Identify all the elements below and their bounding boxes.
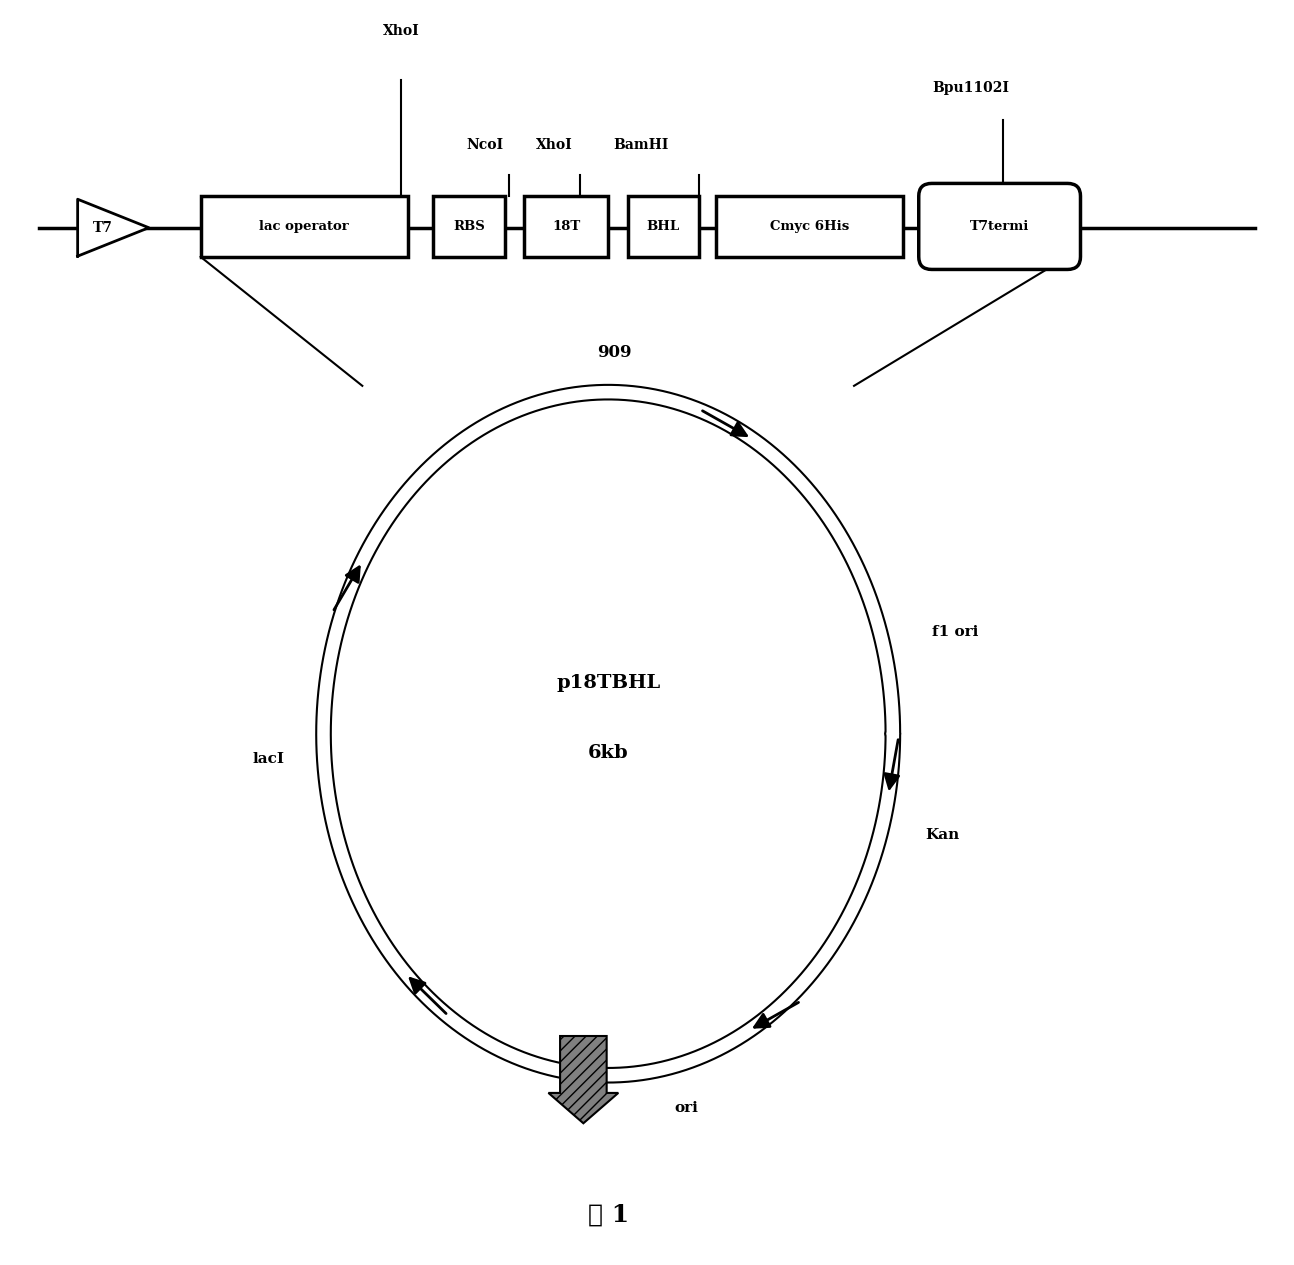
Bar [628, 196, 699, 257]
FancyArrow shape [549, 1036, 619, 1123]
Text: 18T: 18T [553, 220, 580, 233]
Text: f1 ori: f1 ori [932, 625, 978, 640]
FancyBboxPatch shape [919, 183, 1080, 269]
Bar [433, 196, 505, 257]
Bar [201, 196, 408, 257]
Text: 6kb: 6kb [587, 744, 629, 762]
Text: Bpu1102I: Bpu1102I [932, 81, 1009, 95]
Text: p18TBHL: p18TBHL [556, 674, 660, 692]
Text: XhoI: XhoI [383, 24, 419, 38]
Text: BHL: BHL [647, 220, 679, 233]
Text: T7termi: T7termi [970, 220, 1029, 233]
Text: BamHI: BamHI [613, 138, 668, 152]
Text: ori: ori [674, 1101, 697, 1114]
Text: lacI: lacI [252, 751, 285, 767]
Text: XhoI: XhoI [536, 138, 572, 152]
Polygon shape [78, 200, 149, 256]
Text: RBS: RBS [453, 220, 485, 233]
Text: Kan: Kan [925, 827, 959, 842]
Text: 图 1: 图 1 [587, 1203, 629, 1226]
Text: lac operator: lac operator [259, 220, 349, 233]
Text: T7: T7 [93, 220, 113, 235]
Text: NcoI: NcoI [467, 138, 503, 152]
Bar [524, 196, 608, 257]
Bar [716, 196, 903, 257]
Text: 909: 909 [598, 344, 631, 361]
Text: Cmyc 6His: Cmyc 6His [770, 220, 849, 233]
